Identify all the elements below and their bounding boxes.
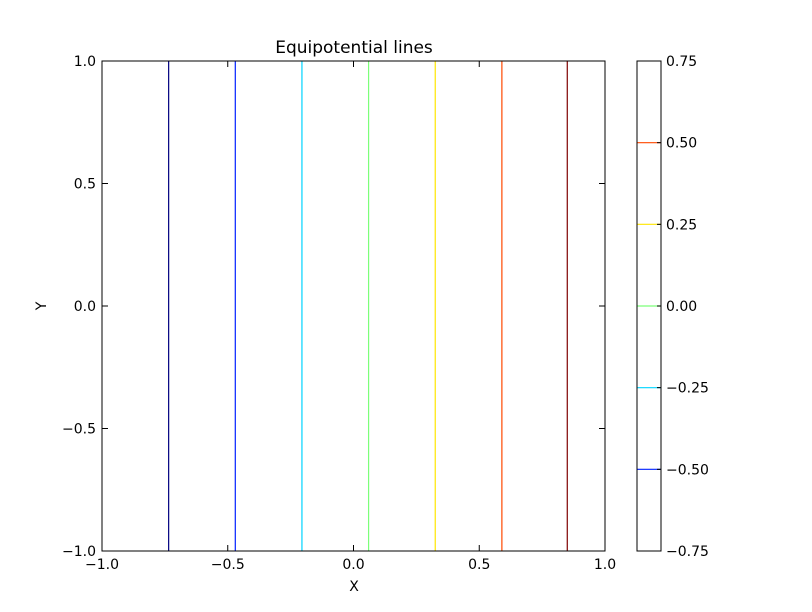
chart-title: Equipotential lines [275, 38, 433, 58]
colorbar-tick-label: 0.00 [666, 299, 697, 315]
colorbar-tick-label: −0.25 [666, 381, 709, 397]
x-axis-label: X [349, 579, 359, 595]
y-tick-label: 0.5 [74, 177, 96, 193]
colorbar-tick-label: 0.75 [666, 54, 697, 70]
y-tick-label: −1.0 [62, 544, 96, 560]
x-tick-label: 0.5 [468, 557, 490, 573]
y-tick-label: 0.0 [74, 299, 96, 315]
plot-frame [101, 60, 606, 552]
x-tick-label: −1.0 [85, 557, 119, 573]
colorbar-tick-label: 0.25 [666, 217, 697, 233]
colorbar-tick-label: −0.50 [666, 462, 709, 478]
colorbar-tick-label: −0.75 [666, 544, 709, 560]
x-tick-label: 0.0 [342, 557, 364, 573]
plot-area: −1.0 −0.5 0.0 0.5 1.0 −1.0 −0.5 0.0 0.5 1.0 [62, 54, 616, 573]
y-tick-label: 1.0 [74, 54, 96, 70]
colorbar: −0.75 −0.50 −0.25 0.00 0.25 0.50 0.75 [636, 54, 709, 560]
y-axis-label: Y [34, 301, 50, 311]
x-tick-label: 1.0 [594, 557, 616, 573]
x-tick-label: −0.5 [211, 557, 245, 573]
y-tick-label: −0.5 [62, 422, 96, 438]
colorbar-tick-label: 0.50 [666, 136, 697, 152]
